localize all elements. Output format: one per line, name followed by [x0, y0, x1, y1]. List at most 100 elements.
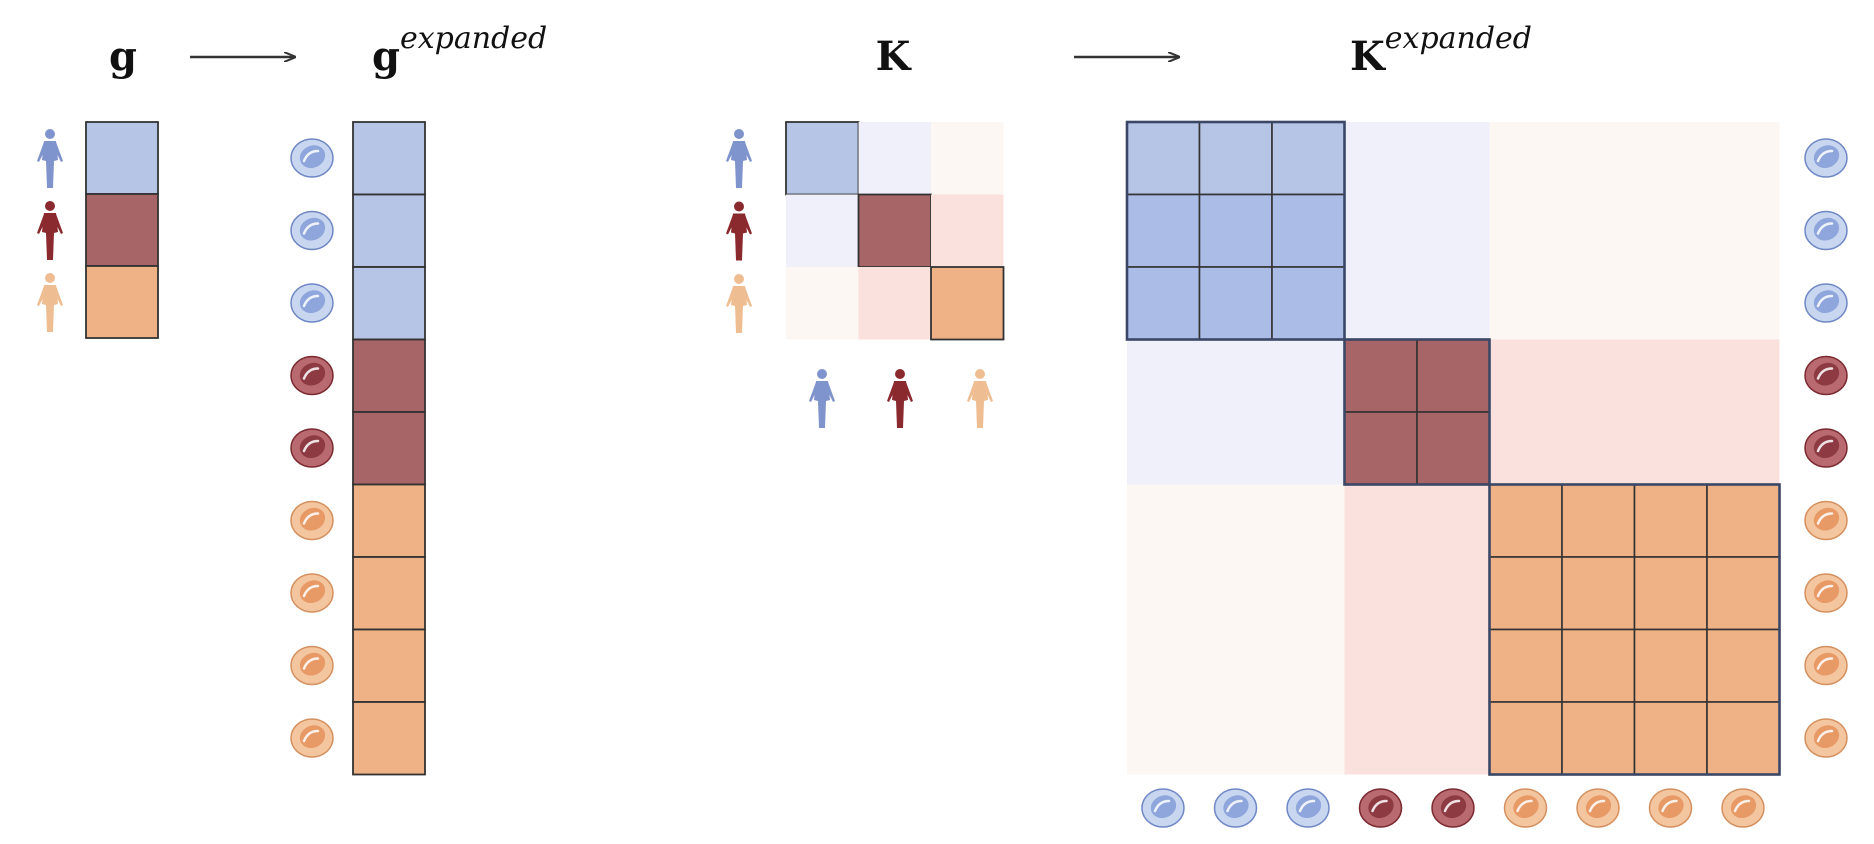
block-outline — [1343, 338, 1491, 486]
k-expanded-diagonal-block-b — [1343, 338, 1491, 486]
cell-icon — [1431, 788, 1475, 828]
k-expanded-column-cell-icons — [1141, 788, 1765, 828]
g-expanded-entry-c — [352, 701, 426, 776]
k-row-person-icons — [726, 129, 752, 333]
person-icon — [37, 129, 63, 188]
title-g-expanded-base: g — [372, 33, 400, 80]
g-expanded-entry-b — [352, 338, 426, 413]
k-expanded-entry — [1271, 193, 1346, 268]
k-expanded-entry — [1416, 338, 1491, 413]
k-expanded-diagonal-block-c — [1488, 483, 1781, 776]
k-diagonal-entry-b — [857, 193, 932, 268]
k-expanded-entry — [1198, 193, 1273, 268]
person-icon — [726, 274, 752, 333]
k-expanded-offdiagonal-block — [1127, 339, 1345, 485]
person-icon — [726, 201, 752, 261]
k-expanded-entry — [1488, 628, 1563, 703]
k-expanded-entry — [1561, 701, 1636, 776]
k-offdiagonal-entry — [931, 194, 1004, 267]
cell-icon — [1286, 788, 1330, 828]
k-diagonal-entry-a — [785, 121, 860, 196]
cell-icon — [1721, 788, 1765, 828]
k-expanded-entry — [1198, 266, 1273, 341]
g-expanded-entry-b — [352, 411, 426, 486]
g-entry-b — [85, 193, 159, 267]
g-expanded-entry-c — [352, 556, 426, 631]
cell-icon — [1804, 283, 1848, 323]
cell-icon — [1804, 428, 1848, 468]
cell-icon — [1804, 500, 1848, 541]
k-expanded-entry — [1706, 701, 1781, 776]
title-k: K — [876, 33, 912, 80]
k-offdiagonal-entry — [858, 122, 931, 195]
k-expanded-entry — [1561, 556, 1636, 631]
cell-icon — [290, 428, 334, 468]
cell-icon — [290, 500, 334, 541]
k-expanded-entry — [1633, 556, 1708, 631]
k-expanded-entry — [1126, 121, 1201, 196]
k-expanded-entry — [1561, 483, 1636, 558]
k-expanded-entry — [1488, 556, 1563, 631]
person-icon — [37, 201, 63, 260]
k-expanded-diagonal-block-a — [1125, 120, 1346, 341]
k-expanded-row-cell-icons — [1804, 138, 1848, 758]
cell-icon — [290, 718, 334, 758]
k-expanded-entry — [1126, 266, 1201, 341]
cell-icon — [1576, 788, 1620, 828]
person-icon — [37, 273, 63, 332]
k-expanded-entry — [1343, 338, 1418, 413]
k-diagonal-entry-c — [930, 266, 1005, 341]
person-icon — [809, 369, 835, 428]
k-column-person-icons — [809, 369, 993, 428]
k-expanded-entry — [1343, 411, 1418, 486]
k-offdiagonal-entry — [786, 267, 859, 340]
g-expanded-cell-icons — [290, 138, 334, 758]
cell-icon — [1804, 645, 1848, 686]
cell-icon — [290, 645, 334, 686]
k-expanded-entry — [1561, 628, 1636, 703]
k-expanded-entry — [1416, 411, 1491, 486]
g-expanded-entry-a — [352, 266, 426, 341]
k-expanded-entry — [1271, 266, 1346, 341]
k-expanded-offdiagonal-block — [1344, 484, 1490, 775]
k-expanded-entry — [1633, 628, 1708, 703]
k-offdiagonal-entry — [858, 267, 931, 340]
cell-icon — [290, 138, 334, 178]
k-expanded-entry — [1633, 483, 1708, 558]
k-expanded-entry — [1706, 483, 1781, 558]
block-outline — [1125, 120, 1346, 341]
g-expanded-entry-c — [352, 628, 426, 703]
k-offdiagonal-entry — [931, 122, 1004, 195]
k-expanded-entry — [1706, 556, 1781, 631]
cell-icon — [1804, 718, 1848, 758]
title-g-expanded-sup: expanded — [400, 21, 547, 56]
cell-icon — [290, 355, 334, 396]
k-expanded-offdiagonal-block — [1344, 122, 1490, 340]
cell-icon — [1213, 788, 1258, 828]
cell-icon — [1358, 788, 1403, 828]
g-expanded-entry-c — [352, 483, 426, 558]
cell-icon — [1648, 788, 1693, 828]
k-expanded-offdiagonal-block — [1489, 122, 1780, 340]
title-k-expanded-sup: expanded — [1385, 21, 1532, 56]
cell-icon — [290, 283, 334, 323]
g-entry-c — [85, 265, 159, 339]
g-expanded-entry-a — [352, 193, 426, 268]
cell-icon — [1804, 355, 1848, 396]
k-matrix — [785, 121, 1005, 341]
cell-icon — [1503, 788, 1548, 828]
g-vector — [85, 121, 159, 339]
cell-icon — [1141, 788, 1185, 828]
k-expanded-entry — [1488, 483, 1563, 558]
cell-icon — [1804, 210, 1848, 251]
title-g: g — [109, 33, 137, 80]
title-g-expanded: gexpanded — [372, 21, 547, 80]
k-expanded-entry — [1271, 121, 1346, 196]
cell-icon — [1804, 138, 1848, 178]
cell-icon — [290, 573, 334, 613]
k-expanded-matrix — [1125, 120, 1781, 776]
person-icon — [726, 129, 752, 188]
g-entry-a — [85, 121, 159, 195]
g-expanded-vector — [352, 121, 426, 776]
